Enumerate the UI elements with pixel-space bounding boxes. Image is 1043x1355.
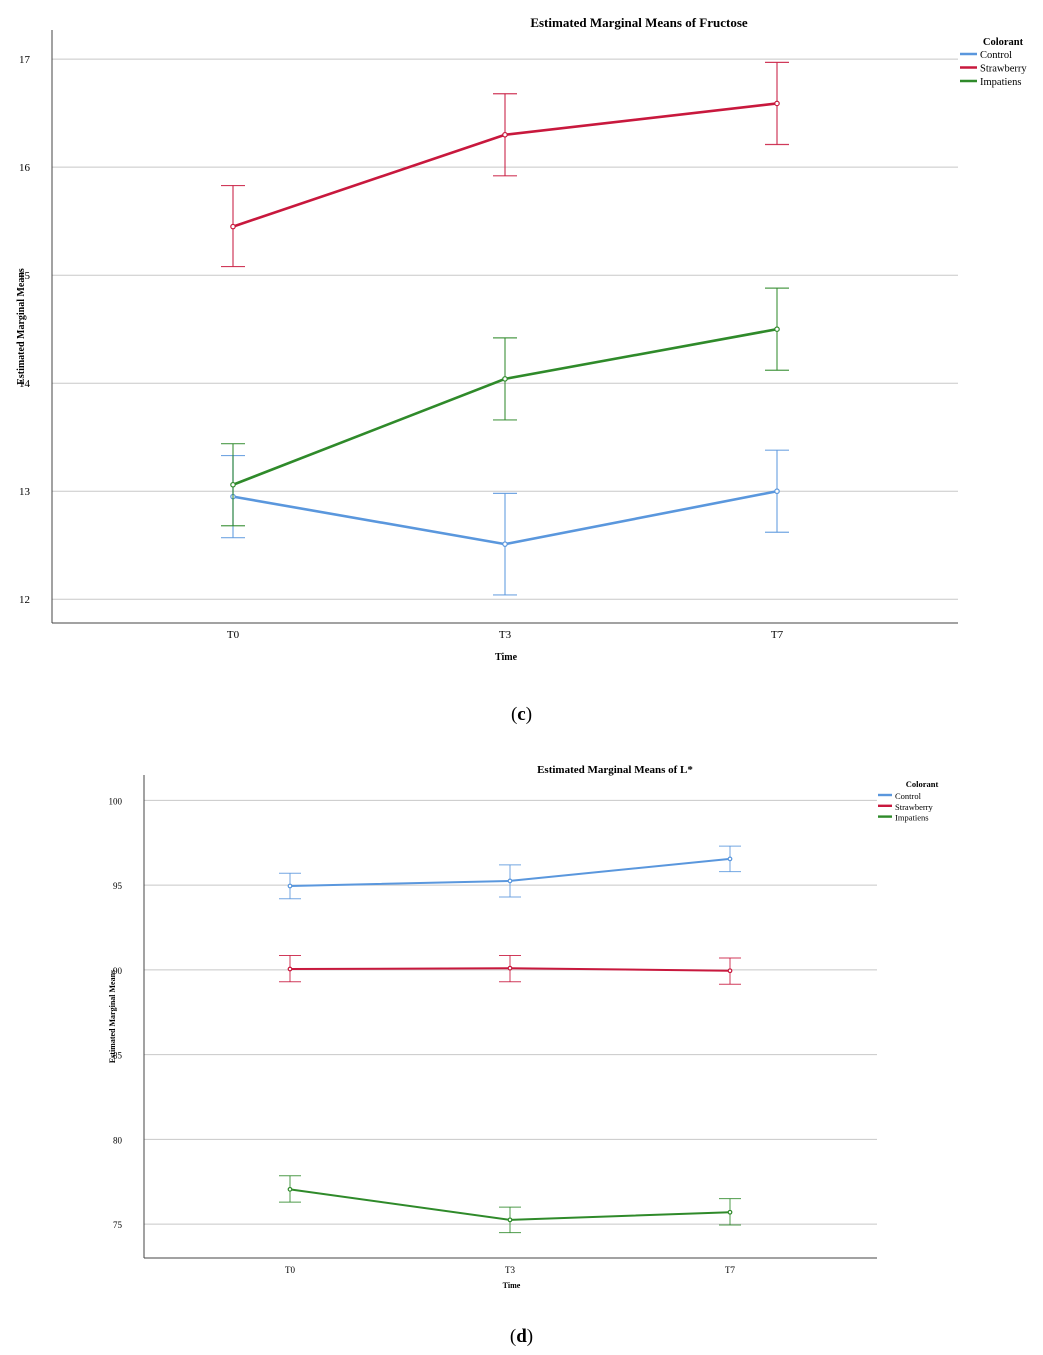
data-point-control [507,878,513,884]
lightness-chart: 75 80 85 90 95 100 T0 T3 T7 Estimated Marginal Me… [108,764,939,1290]
y-tick-label: 95 [113,881,123,891]
y-axis-label: Estimated Marginal Means [16,268,27,385]
x-tick-label: T7 [725,1265,735,1275]
x-tick-label: T3 [499,629,512,641]
chart-title: Estimated Marginal Means of L* [537,764,693,776]
data-point-control [287,883,293,889]
legend-label-strawberry: Strawberry [980,64,1027,75]
y-tick-label: 13 [19,486,31,498]
chart-title: Estimated Marginal Means of Fructose [530,15,748,30]
legend-label-strawberry: Strawberry [895,802,934,812]
data-point-strawberry [287,966,293,972]
data-point-impatiens [287,1186,293,1192]
y-tick-label: 80 [113,1135,123,1145]
y-tick-label: 14 [19,378,31,390]
legend-title: Colorant [983,37,1024,48]
data-point-impatiens [727,1209,733,1215]
x-tick-label: T7 [771,629,784,641]
chart-panel-d: 75 80 85 90 95 100 T0 T3 T7 Estimated Marginal Me… [0,755,1043,1310]
data-point-strawberry [230,223,236,230]
data-point-impatiens [502,376,508,382]
data-point-impatiens [774,326,780,333]
y-tick-label: 16 [19,162,31,174]
x-tick-label: T3 [505,1265,515,1275]
x-tick-label: T0 [227,629,240,641]
y-tick-label: 17 [19,54,31,66]
y-axis-label: Estimated Marginal Means [108,970,117,1063]
data-point-control [727,856,733,862]
y-tick-label: 75 [113,1220,123,1230]
y-tick-label: 85 [113,1051,123,1061]
x-axis-label: Time [503,1281,521,1290]
legend-label-control: Control [895,791,922,801]
x-axis-label: Time [495,652,518,663]
y-tick-label: 15 [19,270,31,282]
legend-label-impatiens: Impatiens [895,813,929,823]
data-point-strawberry [507,965,513,971]
legend-label-impatiens: Impatiens [980,77,1021,88]
data-point-strawberry [502,131,508,138]
fructose-chart: 12 13 14 15 16 17 T0 T3 T7 Estimated Marginal Mea… [16,15,1027,663]
y-tick-label: 100 [109,796,123,806]
data-point-strawberry [774,100,780,107]
caption-c: (c) [510,704,533,725]
caption-d: (d) [509,1326,534,1347]
chart-panel-c: 12 13 14 15 16 17 T0 T3 T7 Estimated Marginal Mea… [16,15,1027,663]
y-tick-label: 12 [19,594,30,606]
data-point-impatiens [507,1217,513,1223]
legend-label-control: Control [980,50,1012,61]
data-point-impatiens [230,481,236,488]
data-point-strawberry [727,968,733,974]
y-tick-label: 90 [113,966,123,976]
x-tick-label: T0 [285,1265,295,1275]
data-point-control [502,541,508,547]
legend-title: Colorant [906,779,939,789]
data-point-control [774,488,780,495]
